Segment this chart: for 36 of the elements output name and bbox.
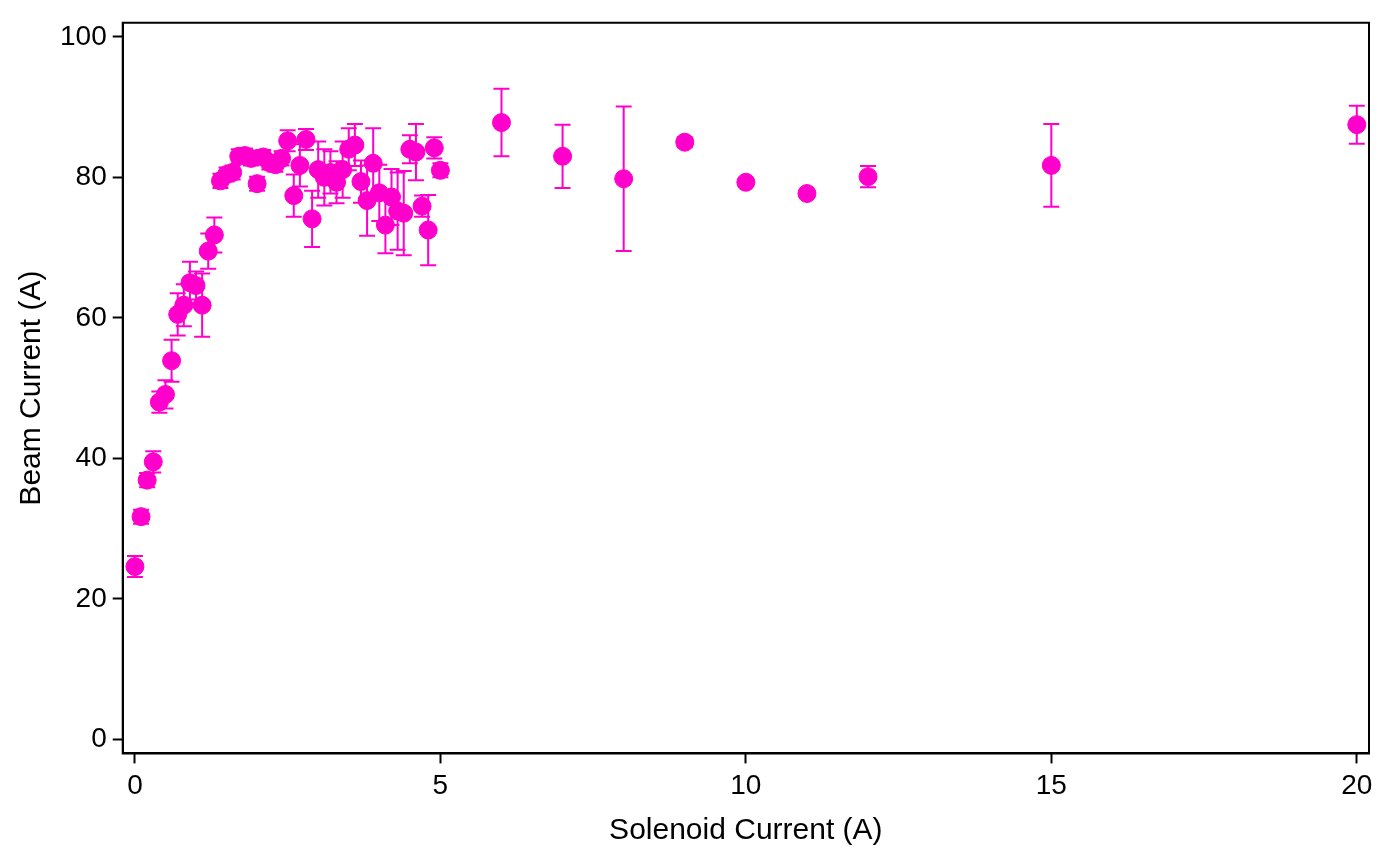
point: [284, 186, 304, 206]
point: [375, 215, 395, 235]
point: [614, 169, 634, 189]
x-tick-label: 5: [432, 768, 449, 800]
x-tick-label: 10: [730, 768, 762, 800]
point: [155, 384, 175, 404]
y-tick-label: 60: [75, 300, 107, 332]
point: [553, 146, 573, 166]
x-tick-label: 20: [1341, 768, 1373, 800]
point: [174, 295, 194, 315]
y-tick-label: 40: [75, 441, 107, 473]
x-axis-title: Solenoid Current (A): [609, 812, 883, 846]
point: [797, 184, 817, 204]
point: [491, 113, 511, 133]
x-tick-label: 15: [1035, 768, 1067, 800]
point: [192, 295, 212, 315]
y-tick-label: 0: [91, 722, 107, 754]
y-tick-label: 20: [75, 581, 107, 613]
point: [345, 135, 365, 155]
point: [290, 155, 310, 175]
point: [198, 241, 218, 261]
point: [204, 225, 224, 245]
point: [302, 209, 322, 229]
point: [333, 160, 353, 180]
point: [351, 172, 371, 192]
x-tick-label: 0: [127, 768, 143, 800]
y-tick-label: 100: [60, 19, 107, 51]
point: [382, 187, 402, 207]
point: [418, 220, 438, 240]
point: [162, 351, 182, 371]
point: [1041, 155, 1061, 175]
y-axis-title: Beam Current (A): [13, 270, 47, 506]
point: [736, 172, 756, 192]
point: [1347, 115, 1367, 135]
point: [363, 153, 383, 173]
y-tick-label: 80: [75, 160, 107, 192]
